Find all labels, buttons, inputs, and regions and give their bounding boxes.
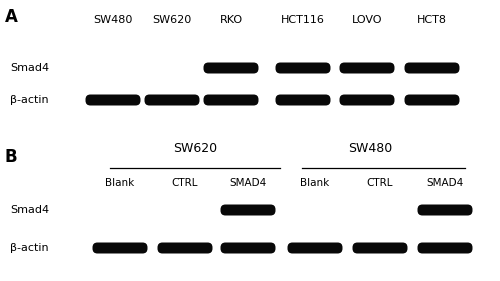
Text: HCT8: HCT8 <box>417 15 447 25</box>
Text: RKO: RKO <box>220 15 242 25</box>
FancyBboxPatch shape <box>86 94 140 105</box>
FancyBboxPatch shape <box>276 62 330 74</box>
FancyBboxPatch shape <box>92 243 148 253</box>
Text: CTRL: CTRL <box>172 178 198 188</box>
FancyBboxPatch shape <box>340 94 394 105</box>
FancyBboxPatch shape <box>352 243 408 253</box>
Text: SW480: SW480 <box>348 142 392 155</box>
FancyBboxPatch shape <box>276 94 330 105</box>
Text: Blank: Blank <box>106 178 134 188</box>
Text: SMAD4: SMAD4 <box>230 178 266 188</box>
FancyBboxPatch shape <box>220 243 276 253</box>
FancyBboxPatch shape <box>204 62 258 74</box>
FancyBboxPatch shape <box>288 243 343 253</box>
FancyBboxPatch shape <box>158 243 212 253</box>
Text: SMAD4: SMAD4 <box>426 178 464 188</box>
Text: B: B <box>5 148 18 166</box>
FancyBboxPatch shape <box>340 62 394 74</box>
Text: β-actin: β-actin <box>10 243 48 253</box>
Text: LOVO: LOVO <box>352 15 382 25</box>
Text: HCT116: HCT116 <box>281 15 325 25</box>
Text: A: A <box>5 8 18 26</box>
Text: Smad4: Smad4 <box>10 205 49 215</box>
FancyBboxPatch shape <box>418 205 472 216</box>
Text: Blank: Blank <box>300 178 330 188</box>
Text: SW620: SW620 <box>173 142 217 155</box>
Text: SW480: SW480 <box>94 15 132 25</box>
FancyBboxPatch shape <box>404 62 460 74</box>
Text: β-actin: β-actin <box>10 95 48 105</box>
FancyBboxPatch shape <box>418 243 472 253</box>
FancyBboxPatch shape <box>404 94 460 105</box>
FancyBboxPatch shape <box>144 94 200 105</box>
FancyBboxPatch shape <box>204 94 258 105</box>
FancyBboxPatch shape <box>220 205 276 216</box>
Text: Smad4: Smad4 <box>10 63 49 73</box>
Text: CTRL: CTRL <box>367 178 393 188</box>
Text: SW620: SW620 <box>152 15 192 25</box>
